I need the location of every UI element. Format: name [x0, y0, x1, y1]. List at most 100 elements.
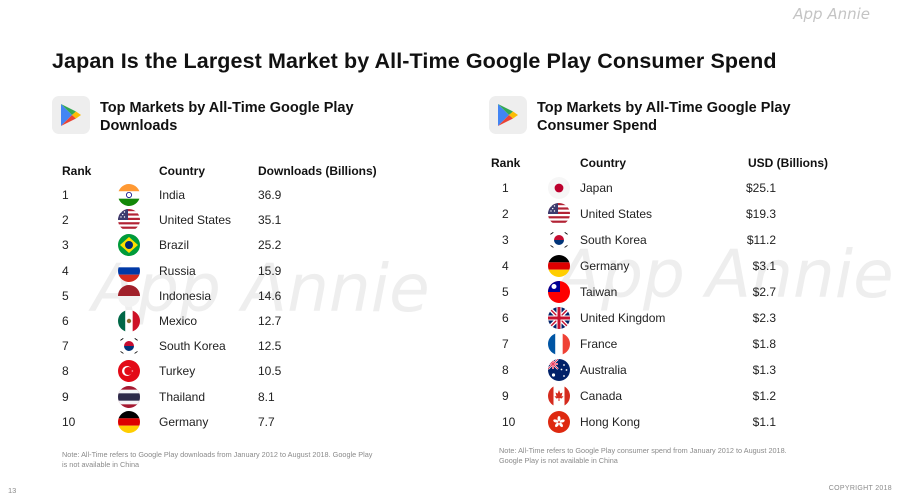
- rank-cell: 1: [502, 181, 509, 195]
- value-cell: $11.2: [746, 233, 776, 247]
- app-annie-logo: App Annie: [793, 5, 870, 23]
- country-cell: Hong Kong: [580, 415, 641, 429]
- country-cell: Russia: [159, 263, 196, 278]
- table-row: 6 Mexico 12.7: [52, 310, 412, 332]
- country-header: Country: [580, 156, 626, 170]
- country-cell: India: [159, 188, 186, 202]
- rank-cell: 8: [62, 364, 69, 379]
- tw-flag-icon: [548, 281, 570, 303]
- rank-cell: 2: [502, 207, 509, 221]
- table-row: 10 Germany 7.7: [52, 410, 412, 433]
- spend-panel: Top Markets by All-Time Google Play Cons…: [489, 96, 869, 465]
- table-row: 1 Japan $25.1: [489, 177, 869, 199]
- rank-cell: 7: [502, 337, 509, 351]
- br-flag-icon: [118, 234, 140, 257]
- table-row: 1 India 36.9: [52, 184, 412, 206]
- table-row: 8 Turkey 10.5: [52, 360, 412, 383]
- table-row: 8 Australia $1.3: [489, 359, 869, 381]
- downloads-note: Note: All-Time refers to Google Play dow…: [62, 450, 373, 469]
- hk-flag-icon: [548, 411, 570, 433]
- value-cell: 36.9: [258, 188, 282, 202]
- rank-cell: 1: [62, 188, 69, 202]
- rank-cell: 8: [502, 363, 509, 377]
- table-row: 4 Germany $3.1: [489, 255, 869, 277]
- fr-flag-icon: [548, 333, 570, 355]
- rank-cell: 10: [62, 414, 76, 429]
- value-cell: 7.7: [258, 414, 275, 429]
- rank-cell: 7: [62, 339, 69, 354]
- value-cell: 14.6: [258, 288, 282, 303]
- google-play-icon: [52, 96, 90, 134]
- table-row: 10 Hong Kong $1.1: [489, 411, 869, 433]
- country-cell: Canada: [580, 389, 623, 403]
- rank-cell: 10: [502, 415, 516, 429]
- us-flag-icon: [118, 209, 140, 232]
- country-cell: United States: [580, 207, 653, 221]
- us-flag-icon: [548, 203, 570, 225]
- table-row: 2 United States $19.3: [489, 203, 869, 225]
- downloads-panel: Top Markets by All-Time Google Play Down…: [52, 96, 412, 469]
- country-cell: Mexico: [159, 314, 198, 328]
- country-cell: South Korea: [580, 233, 647, 247]
- id-flag-icon: [118, 284, 140, 307]
- country-cell: Indonesia: [159, 288, 212, 303]
- value-cell: 15.9: [258, 263, 282, 278]
- value-cell: 12.5: [258, 339, 282, 354]
- value-cell: $1.2: [752, 389, 776, 403]
- mx-flag-icon: [118, 310, 140, 332]
- value-cell: $19.3: [745, 207, 776, 221]
- downloads-panel-title: Top Markets by All-Time Google Play Down…: [100, 100, 354, 134]
- value-cell: $1.8: [752, 337, 776, 351]
- rank-cell: 5: [502, 285, 509, 299]
- value-cell: 12.7: [258, 314, 282, 328]
- gb-flag-icon: [548, 307, 570, 329]
- usd-header: USD (Billions): [748, 156, 828, 170]
- country-cell: Germany: [159, 414, 209, 429]
- rank-cell: 3: [62, 238, 69, 253]
- table-row: 3 Brazil 25.2: [52, 234, 412, 257]
- rank-cell: 9: [62, 389, 69, 404]
- country-cell: United States: [159, 213, 232, 228]
- value-cell: $1.3: [752, 363, 776, 377]
- country-cell: Turkey: [159, 364, 196, 379]
- value-cell: 35.1: [258, 213, 282, 228]
- rank-header: Rank: [62, 164, 92, 178]
- table-row: 6 United Kingdom $2.3: [489, 307, 869, 329]
- th-flag-icon: [118, 385, 140, 408]
- value-cell: 10.5: [258, 364, 282, 379]
- value-cell: $1.1: [752, 415, 776, 429]
- table-row: 3 South Korea $11.2: [489, 229, 869, 251]
- page-number: 13: [8, 486, 17, 495]
- value-cell: $25.1: [745, 181, 776, 195]
- rank-cell: 5: [62, 288, 69, 303]
- table-row: 9 Canada $1.2: [489, 385, 869, 407]
- table-row: 4 Russia 15.9: [52, 259, 412, 282]
- in-flag-icon: [118, 184, 140, 206]
- copyright: COPYRIGHT 2018: [828, 485, 892, 492]
- rank-header: Rank: [491, 156, 521, 170]
- spend-note: Note: All-Time refers to Google Play con…: [499, 446, 787, 465]
- table-row: 5 Indonesia 14.6: [52, 284, 412, 307]
- country-header: Country: [159, 164, 205, 178]
- tr-flag-icon: [118, 360, 140, 383]
- google-play-icon: [489, 96, 527, 134]
- rank-cell: 6: [502, 311, 509, 325]
- kr-flag-icon: [118, 335, 140, 358]
- ru-flag-icon: [118, 259, 140, 282]
- kr-flag-icon: [548, 229, 570, 251]
- country-cell: Brazil: [159, 238, 190, 253]
- country-cell: Australia: [580, 363, 627, 377]
- page-title: Japan Is the Largest Market by All-Time …: [52, 49, 777, 73]
- table-row: 7 South Korea 12.5: [52, 335, 412, 358]
- country-cell: Taiwan: [580, 285, 618, 299]
- rank-cell: 2: [62, 213, 69, 228]
- table-row: 2 United States 35.1: [52, 209, 412, 232]
- country-cell: South Korea: [159, 339, 226, 354]
- country-cell: United Kingdom: [580, 311, 666, 325]
- au-flag-icon: [548, 359, 570, 381]
- table-row: 9 Thailand 8.1: [52, 385, 412, 408]
- country-cell: Germany: [580, 259, 630, 273]
- country-cell: France: [580, 337, 618, 351]
- value-cell: 8.1: [258, 389, 275, 404]
- value-cell: $2.7: [752, 285, 776, 299]
